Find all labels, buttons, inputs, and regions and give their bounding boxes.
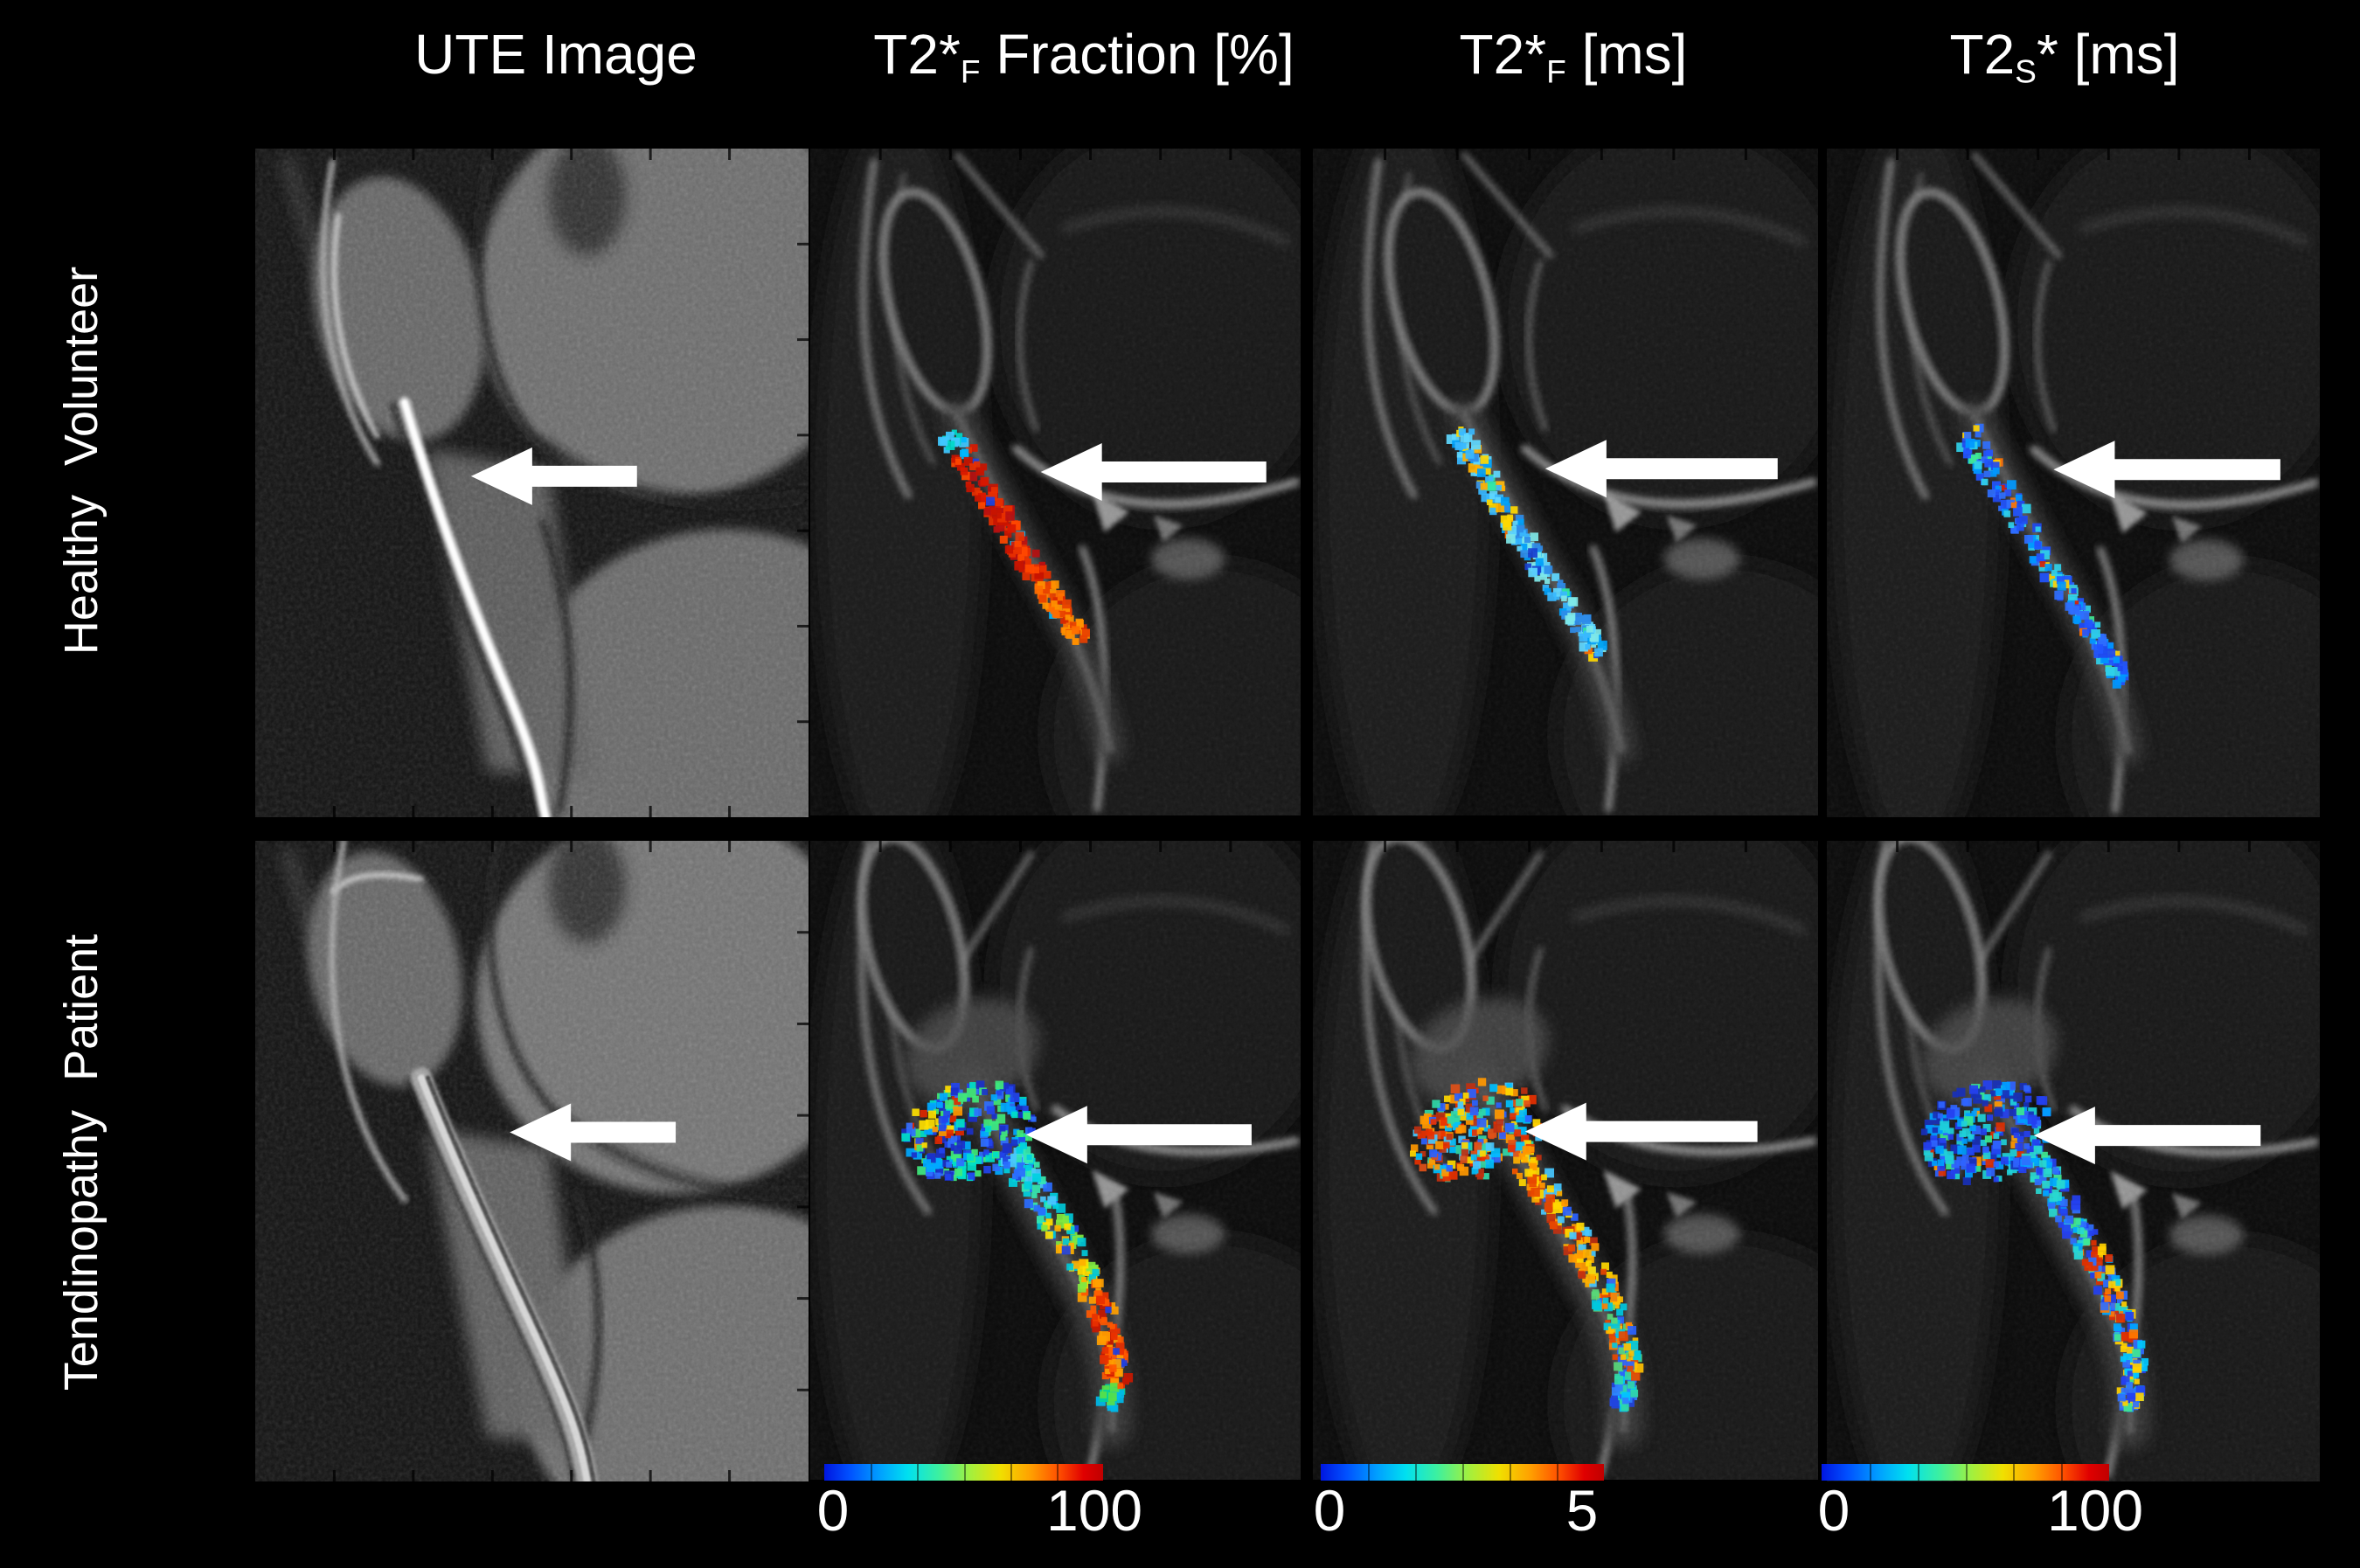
colorbar-tick <box>1056 1464 1059 1481</box>
colorbar-tick <box>1556 1464 1558 1481</box>
axis-ticks <box>878 149 1232 160</box>
left-arrow-annotation <box>470 447 637 505</box>
colorbar-fraction-max-label: 100 <box>1045 1478 1143 1543</box>
header-text: UTE Image <box>414 23 698 86</box>
column-header-t2s: T2S* [ms] <box>1715 17 2360 91</box>
header-subscript: S <box>2015 52 2037 90</box>
colorbar-t2f-min-label: 0 <box>1313 1478 1346 1543</box>
mri-panel-t2s-healthy <box>1827 149 2320 817</box>
colorbar-t2s-max-label: 100 <box>2046 1478 2144 1543</box>
tendon-parameter-overlay <box>1956 423 2129 689</box>
mri-panel-t2f-patient <box>1313 841 1818 1480</box>
header-text: Fraction [%] <box>980 23 1295 86</box>
colorbar-tick <box>963 1464 966 1481</box>
row-label-healthy-volunteer: Healthy Volunteer <box>55 266 108 656</box>
axis-ticks <box>1384 149 1747 160</box>
colorbar-tick <box>2061 1464 2064 1481</box>
row-label-tendinopathy-patient: Tendinopathy Patient <box>55 933 108 1391</box>
column-header-fraction: T2*F Fraction [%] <box>734 17 1433 91</box>
left-arrow-annotation <box>1040 443 1267 502</box>
axis-ticks <box>1896 149 2251 160</box>
left-arrow-annotation <box>2033 1107 2261 1165</box>
left-arrow-annotation <box>510 1103 677 1162</box>
left-arrow-annotation <box>1544 440 1778 498</box>
header-text: [ms] <box>1565 23 1688 86</box>
left-arrow-annotation <box>2053 441 2280 499</box>
mri-panel-ute-patient <box>255 841 809 1481</box>
axis-ticks <box>878 841 1232 852</box>
tendon-parameter-overlay <box>1446 427 1607 662</box>
axis-ticks <box>332 841 809 1481</box>
colorbar-t2s-min-label: 0 <box>1817 1478 1850 1543</box>
colorbar-tick <box>1965 1464 1968 1481</box>
axis-ticks <box>332 149 809 817</box>
colorbar-tick <box>1462 1464 1464 1481</box>
mri-panel-ute-healthy <box>255 149 809 817</box>
colorbar-t2f-max-label: 5 <box>1565 1478 1599 1543</box>
colorbar-tick <box>917 1464 920 1481</box>
colorbar-tick <box>1010 1464 1012 1481</box>
tendon-parameter-overlay <box>938 429 1091 645</box>
colorbar-t2s <box>1822 1464 2109 1481</box>
axis-ticks <box>1896 841 2251 852</box>
colorbar-tick <box>1510 1464 1511 1481</box>
header-text: T2 <box>1949 23 2016 86</box>
header-subscript: F <box>960 52 981 90</box>
tendon-parameter-overlay <box>901 1080 1134 1412</box>
axis-ticks <box>1384 841 1747 852</box>
mri-panel-t2f-healthy <box>1313 149 1818 815</box>
left-arrow-annotation <box>1524 1102 1758 1161</box>
colorbar-tick <box>871 1464 873 1481</box>
column-header-t2f: T2*F [ms] <box>1224 17 1923 91</box>
mri-panel-fraction-healthy <box>810 149 1301 815</box>
colorbar-t2f <box>1321 1464 1604 1481</box>
colorbar-tick <box>2013 1464 2016 1481</box>
left-arrow-annotation <box>1025 1106 1252 1164</box>
mri-panel-t2s-patient <box>1827 841 2320 1481</box>
colorbar-tick <box>1414 1464 1417 1481</box>
colorbar-fraction-min-label: 0 <box>816 1478 850 1543</box>
header-subscript: F <box>1546 52 1566 90</box>
header-text: T2* <box>1459 23 1547 86</box>
colorbar-tick <box>1917 1464 1919 1481</box>
column-header-ute: UTE Image <box>206 17 906 91</box>
colorbar-fraction <box>824 1464 1103 1481</box>
header-text: T2* <box>873 23 961 86</box>
colorbar-tick <box>1368 1464 1370 1481</box>
tendon-parameter-overlay <box>1409 1078 1644 1412</box>
mri-panel-fraction-patient <box>810 841 1301 1480</box>
colorbar-tick <box>1869 1464 1871 1481</box>
header-text: * [ms] <box>2036 23 2180 86</box>
tendon-parameter-overlay <box>1920 1080 2149 1412</box>
